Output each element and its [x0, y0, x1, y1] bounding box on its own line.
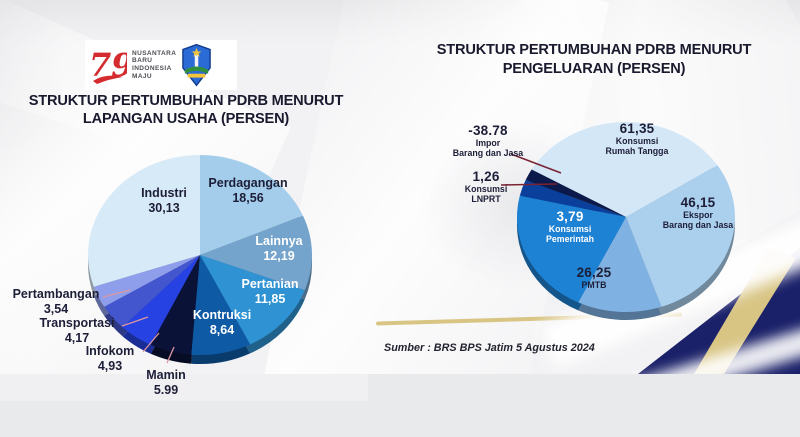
pie-label-perdagangan: Perdagangan 18,56: [208, 176, 288, 205]
pie-callout-impor: -38.78 Impor Barang dan Jasa: [452, 123, 524, 158]
pie-label-lainnya: Lainnya 12,19: [255, 234, 303, 263]
pie-label-konsumsi-rumah-tangga: 61,35 Konsumsi Rumah Tangga: [605, 121, 669, 156]
logo-tagline: NUSANTARA BARU INDONESIA MAJU: [132, 49, 177, 80]
logo-box: 79 NUSANTARA BARU INDONESIA MAJU: [85, 40, 237, 90]
right-chart-title: STRUKTUR PERTUMBUHAN PDRB MENURUT PENGEL…: [436, 42, 752, 77]
pie-label-konsumsi-pemerintah: 3,79 Konsumsi Pemerintah: [546, 209, 594, 244]
pie-label-kontruksi: Kontruksi 8,64: [192, 308, 252, 337]
pie-label-industri: Industri 30,13: [141, 186, 187, 215]
pie-callout-infokom: Infokom 4,93: [85, 344, 135, 373]
left-chart-title: STRUKTUR PERTUMBUHAN PDRB MENURUT LAPANG…: [28, 93, 344, 127]
pie-label-pmtb: 26,25 PMTB: [576, 265, 612, 290]
pie-callout-lnprt: 1,26 Konsumsi LNPRT: [464, 169, 508, 204]
source-note: Sumber : BRS BPS Jatim 5 Agustus 2024: [384, 342, 595, 354]
pie-label-pertanian: Pertanian 11,85: [241, 277, 299, 306]
pie-callout-transportasi: Transportasi 4,17: [39, 316, 115, 345]
pie-label-ekspor: 46,15 Ekspor Barang dan Jasa: [662, 195, 734, 230]
pie-callout-pertambangan: Pertambangan 3,54: [12, 287, 100, 316]
pie-callout-mamin: Mamin 5.99: [146, 368, 186, 397]
bottom-strip-left: [0, 374, 368, 401]
hut-ri-79-logo: 79: [89, 46, 127, 84]
east-java-crest-icon: [182, 43, 212, 87]
